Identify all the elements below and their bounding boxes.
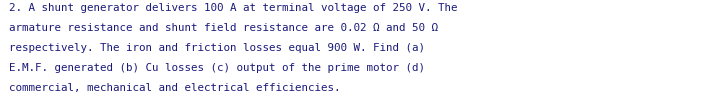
Text: commercial, mechanical and electrical efficiencies.: commercial, mechanical and electrical ef… (9, 83, 340, 93)
Text: armature resistance and shunt field resistance are 0.02 Ω and 50 Ω: armature resistance and shunt field resi… (9, 23, 438, 33)
Text: 2. A shunt generator delivers 100 A at terminal voltage of 250 V. The: 2. A shunt generator delivers 100 A at t… (9, 3, 457, 13)
Text: respectively. The iron and friction losses equal 900 W. Find (a): respectively. The iron and friction loss… (9, 43, 425, 53)
Text: E.M.F. generated (b) Cu losses (c) output of the prime motor (d): E.M.F. generated (b) Cu losses (c) outpu… (9, 63, 425, 73)
